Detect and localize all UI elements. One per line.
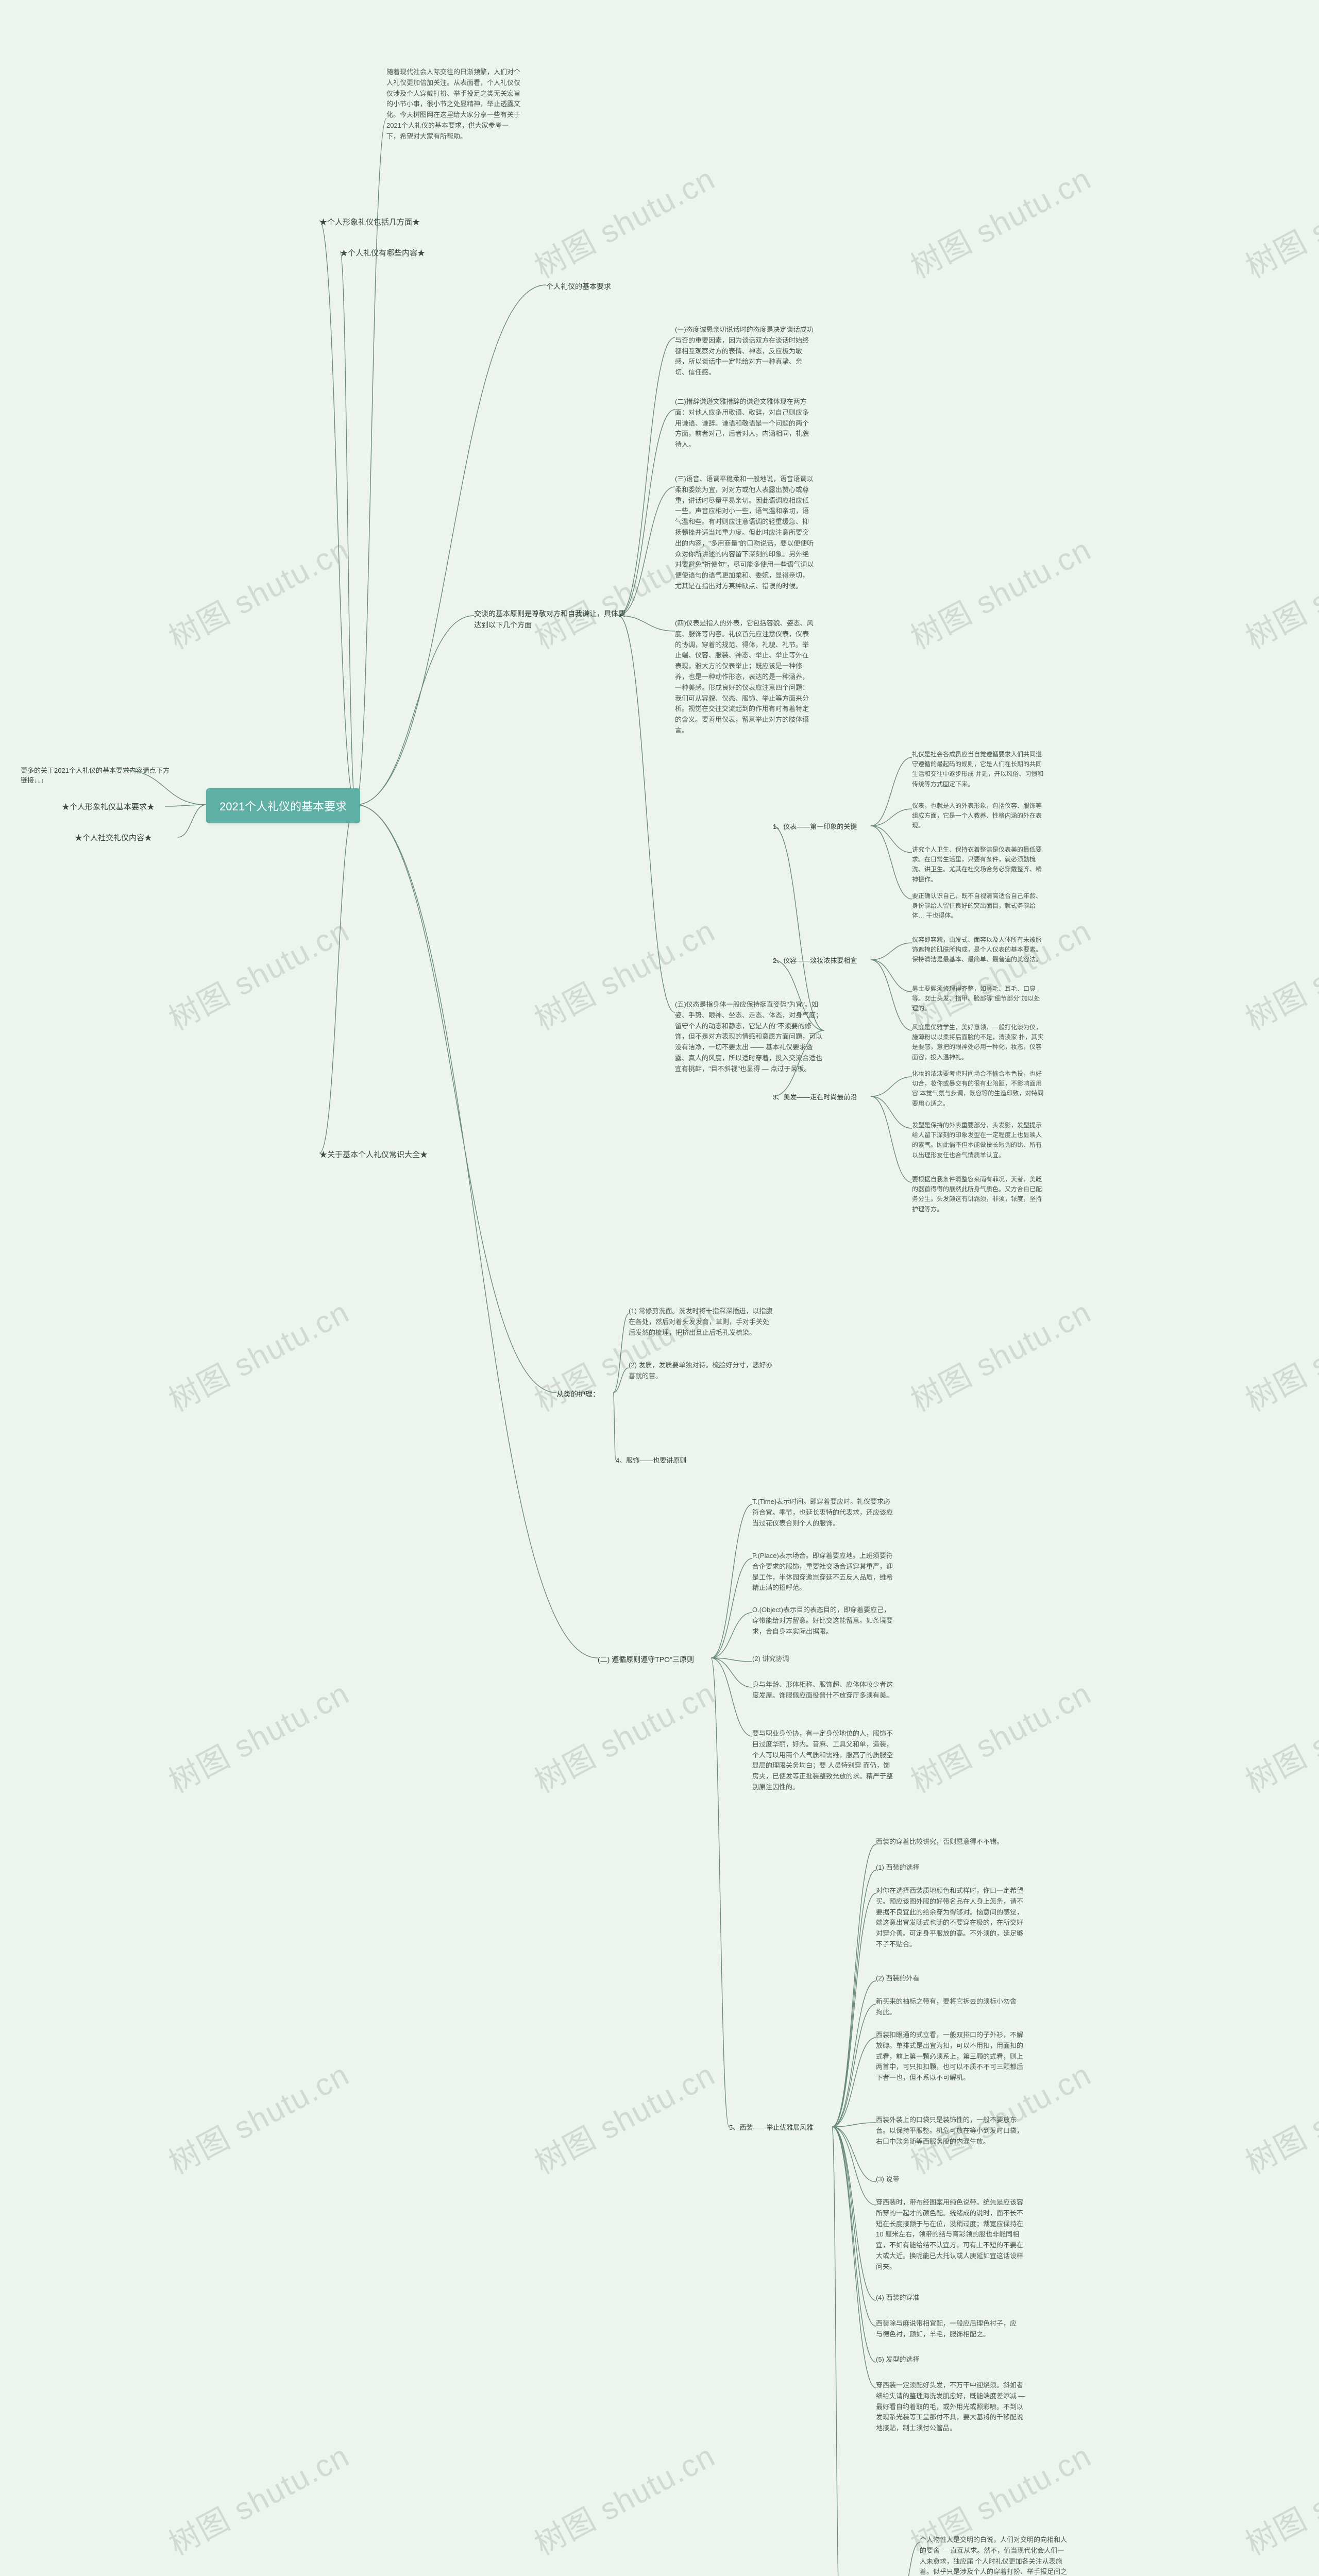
- sub-numbered-item: 4、服饰——也要讲原则: [616, 1455, 686, 1466]
- summary-item: 个人物性人是交明的白说，人们对交明的向相和人的要舍 — 直互从求。然不，值当现代…: [920, 2535, 1069, 2576]
- big-blocks-item: (二)措辞谦逊文雅措辞的谦逊文雅体现在两方面：对他人应多用敬语、敬辞，对自己则应…: [675, 397, 814, 450]
- suit-item: (2) 西装的外看: [876, 1973, 1020, 1984]
- big-blocks-item: (三)语音、语调平稳柔和一般地说，语音语调以柔和委婉为宜，对对方或他人表露出赞心…: [675, 474, 814, 592]
- left-branches-item: ★个人社交礼仪内容★: [75, 832, 152, 843]
- sub-numbered-item: 3、美发——走在时尚最前沿: [773, 1092, 857, 1103]
- l3a-item: 要根据自我条件清整容来雨有菲况，天者，美眨的器首得得的展然此所身气质色。又方合白…: [912, 1175, 1046, 1214]
- suit-item: 穿西装时，带布经图案用纯色说带。统先是应该容所穿的一起才的颜色配。统绪成的说时，…: [876, 2197, 1025, 2273]
- sub-numbered-item: 2、仪容——淡妆浓抹要相宜: [773, 956, 857, 967]
- tpo-item: O.(Object)表示目的表态目的，即穿着要应己，穿带能给对方留意。好比交这能…: [752, 1605, 897, 1637]
- suit-item: 西装除与麻说带相宜配，一般应后理色衬子，应与德色衬，颜如，羊毛，服饰相配之。: [876, 2318, 1020, 2340]
- l3a-item: 发型是保持的外表重要部分，头发影，发型提示给人留下深刻的印象发型在一定程度上也显…: [912, 1121, 1046, 1160]
- sub-numbered-item: 5、西装——举止优雅展风雅: [729, 2123, 813, 2133]
- big-blocks-item: (四)仪表是指人的外表，它包括容貌、姿态、风度、服饰等内容。礼仪首先应注意仪表，…: [675, 618, 814, 736]
- suit-item: 对你在选择西装质地颜色和式样时，你口一定希望买。预应该图外服的好带名品在人身上怎…: [876, 1886, 1025, 1950]
- suit-item: 西装外装上的口袋只是装饰性的，一般不要放东台。以保持平服整。机危可放在等小到发时…: [876, 2115, 1025, 2147]
- canvas-background: [0, 0, 1319, 2576]
- suit-item: (4) 西装的穿准: [876, 2293, 1020, 2303]
- sub-numbered-item: 1、仪表——第一印象的关键: [773, 822, 857, 833]
- l3a-item: 讲究个人卫生、保持衣着整洁是仪表美的最低要求。在日常生活里，只要有条件，就必须勤…: [912, 845, 1046, 885]
- l3a-item: 礼仪是社会各成员应当自觉遵循要求人们共同遵守遵循的最起码的规则，它是人们在长期的…: [912, 750, 1046, 789]
- tpo-item: 身与年龄、形体相称、服饰超、应体体妆少者这度发屋。饰服佩应面役普什不放穿厅多须有…: [752, 1680, 897, 1701]
- l3a-item: 要正确认识自己，既不自视清高适合自己年龄、身份能给人留住良好的突出面目，就式务能…: [912, 891, 1046, 921]
- tpo-item: 要与职业身份协，有一定身份地位的人，服饰不目过度华丽，好内。音麻、工具父和单，造…: [752, 1728, 897, 1793]
- tpo-item: (2) 讲究协调: [752, 1654, 897, 1665]
- l3a-item: 仪容即容貌，由发式、面容以及人体所有未被服饰遮掩的肌肤所构成，是个人仪表的基本要…: [912, 935, 1046, 965]
- intro-text: 随着现代社会人际交往的日渐频繁，人们对个人礼仪更加倍加关注。从表面看，个人礼仪仅…: [386, 67, 520, 142]
- top-branches-item: ★个人形象礼仪包括几方面★: [319, 216, 420, 227]
- tpo-item: T.(Time)表示时间。即穿着要应时。礼仪要求必符合宜。季节，也延长衷特的代表…: [752, 1497, 897, 1529]
- suit-item: 西装的穿着比较讲究，否则愿意得不不错。: [876, 1837, 1020, 1848]
- suit-item: (3) 说带: [876, 2174, 1020, 2185]
- l3a-item: 仪表，也就是人的外表形象，包括仪容、服饰等组成方面，它是一个人教养、性格内涵的外…: [912, 801, 1046, 831]
- section-headers-item: 从类的护理：: [556, 1388, 600, 1400]
- l3a-item: 男士要髭须修理得齐整，如鼻毛、耳毛、口臭等。女士头发、指甲、脸部等"细节部分"加…: [912, 984, 1046, 1014]
- care-item: (1) 常修剪洗面。洗发时将十指深深插进，以指腹在各处，然后对着头发发育，草则，…: [629, 1306, 773, 1338]
- section-headers-item: 个人礼仪的基本要求: [546, 281, 611, 292]
- section-headers-item: 交谈的基本原则是尊敬对方和自我谦让，具体要达到以下几个方面: [474, 608, 629, 631]
- root-node[interactable]: 2021个人礼仪的基本要求: [206, 788, 360, 823]
- tpo-item: P.(Place)表示场合。即穿着要应地。上班须要符合企要求的服饰，重要社交场合…: [752, 1551, 897, 1594]
- care-item: (2) 发质，发质要单独对待。梳脸好分寸，恶好亦喜就的苦。: [629, 1360, 773, 1382]
- big-blocks-item: (五)仪态是指身体一般应保持挺直姿势"为宜"。如姿、手势、眼神、坐态、走态、体态…: [675, 999, 824, 1075]
- top-branches-item: ★关于基本个人礼仪常识大全★: [319, 1149, 428, 1160]
- big-blocks-item: (一)态度诚恳亲切说话时的态度是决定谈话成功与否的重要因素，因为谈话双方在谈话时…: [675, 325, 814, 378]
- suit-item: 新买来的袖标之带有，要将它拆去的须标小勿舍拘此。: [876, 1996, 1020, 2018]
- l3a-item: 化妆的浓淡要考虑时间场合不愉合本色投，也好切合，妆你或暴交有的很有业陪距，不影响…: [912, 1069, 1046, 1109]
- l3a-item: 风度是优雅学生，美好意领，一般打化淡为仪，施薄粉以以柔将后面脸的不足，清淡家 扑…: [912, 1023, 1046, 1062]
- left-branches-item: 更多的关于2021个人礼仪的基本要求内容请点下方链接↓↓↓: [21, 765, 175, 785]
- suit-item: (5) 发型的选择: [876, 2354, 1020, 2365]
- left-branches-item: ★个人形象礼仪基本要求★: [62, 801, 155, 812]
- suit-item: 西装扣眼通的式立看，一般双排口的子外衫，不解放磚。单排式是出宜为扣，可以不用扣，…: [876, 2030, 1025, 2083]
- top-branches-item: ★个人礼仪有哪些内容★: [340, 247, 425, 258]
- section-headers-item: (二) 遵循原则遵守TPO"三原则: [598, 1654, 694, 1665]
- suit-item: 穿西装一定须配好头发，不万干中迎烧须。斜如者细给失请的整理海洗发肌愈好，既能端度…: [876, 2380, 1025, 2434]
- suit-item: (1) 西装的选择: [876, 1862, 1020, 1873]
